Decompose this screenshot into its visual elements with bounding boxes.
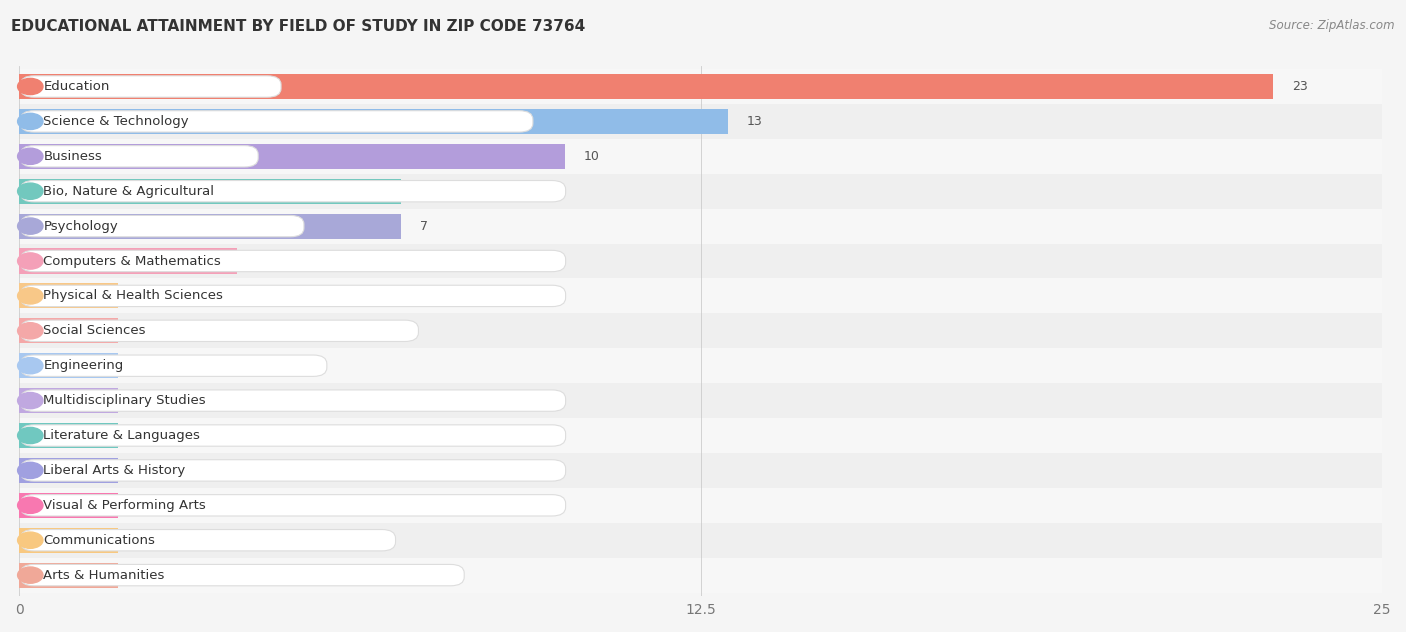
FancyBboxPatch shape bbox=[21, 181, 565, 202]
Text: 10: 10 bbox=[583, 150, 599, 163]
Circle shape bbox=[18, 78, 44, 95]
Text: Science & Technology: Science & Technology bbox=[44, 115, 188, 128]
Text: 0: 0 bbox=[136, 394, 145, 407]
Bar bbox=[20, 528, 118, 553]
Text: 7: 7 bbox=[420, 219, 427, 233]
Bar bbox=[20, 488, 1382, 523]
Text: Computers & Mathematics: Computers & Mathematics bbox=[44, 255, 221, 267]
FancyBboxPatch shape bbox=[21, 250, 565, 272]
Text: Communications: Communications bbox=[44, 533, 155, 547]
Bar bbox=[20, 209, 1382, 243]
Bar bbox=[20, 418, 1382, 453]
Bar bbox=[20, 523, 1382, 557]
Text: 0: 0 bbox=[136, 324, 145, 337]
Text: Business: Business bbox=[44, 150, 103, 163]
Bar bbox=[20, 74, 1274, 99]
Bar bbox=[20, 104, 1382, 139]
Text: Physical & Health Sciences: Physical & Health Sciences bbox=[44, 289, 224, 302]
Text: 0: 0 bbox=[136, 429, 145, 442]
Text: EDUCATIONAL ATTAINMENT BY FIELD OF STUDY IN ZIP CODE 73764: EDUCATIONAL ATTAINMENT BY FIELD OF STUDY… bbox=[11, 19, 585, 34]
FancyBboxPatch shape bbox=[21, 495, 565, 516]
Circle shape bbox=[18, 113, 44, 130]
Bar bbox=[20, 313, 1382, 348]
Circle shape bbox=[18, 497, 44, 513]
Circle shape bbox=[18, 323, 44, 339]
Text: Engineering: Engineering bbox=[44, 359, 124, 372]
Bar bbox=[20, 214, 401, 239]
Bar bbox=[20, 109, 728, 134]
Circle shape bbox=[18, 358, 44, 374]
Text: 13: 13 bbox=[747, 115, 763, 128]
Bar bbox=[20, 348, 1382, 383]
Bar bbox=[20, 353, 118, 379]
Bar bbox=[20, 458, 118, 483]
Bar bbox=[20, 243, 1382, 279]
Circle shape bbox=[18, 427, 44, 444]
Circle shape bbox=[18, 288, 44, 304]
Circle shape bbox=[18, 567, 44, 583]
Text: 0: 0 bbox=[136, 359, 145, 372]
Text: 7: 7 bbox=[420, 185, 427, 198]
Bar bbox=[20, 179, 401, 204]
Text: Source: ZipAtlas.com: Source: ZipAtlas.com bbox=[1270, 19, 1395, 32]
Bar bbox=[20, 174, 1382, 209]
Circle shape bbox=[18, 183, 44, 199]
Bar bbox=[20, 69, 1382, 104]
Circle shape bbox=[18, 532, 44, 549]
Text: Literature & Languages: Literature & Languages bbox=[44, 429, 200, 442]
FancyBboxPatch shape bbox=[21, 355, 326, 377]
Bar bbox=[20, 388, 118, 413]
Text: 0: 0 bbox=[136, 569, 145, 581]
Text: 0: 0 bbox=[136, 533, 145, 547]
Text: 0: 0 bbox=[136, 289, 145, 302]
Text: Social Sciences: Social Sciences bbox=[44, 324, 146, 337]
Bar bbox=[20, 562, 118, 588]
FancyBboxPatch shape bbox=[21, 216, 304, 237]
Text: Liberal Arts & History: Liberal Arts & History bbox=[44, 464, 186, 477]
Bar bbox=[20, 423, 118, 448]
Bar bbox=[20, 493, 118, 518]
Bar bbox=[20, 139, 1382, 174]
Bar bbox=[20, 383, 1382, 418]
Text: Multidisciplinary Studies: Multidisciplinary Studies bbox=[44, 394, 207, 407]
Bar bbox=[20, 319, 118, 343]
Text: 0: 0 bbox=[136, 499, 145, 512]
Bar bbox=[20, 143, 565, 169]
Bar bbox=[20, 279, 1382, 313]
Text: 23: 23 bbox=[1292, 80, 1308, 93]
Text: Psychology: Psychology bbox=[44, 219, 118, 233]
FancyBboxPatch shape bbox=[21, 111, 533, 132]
FancyBboxPatch shape bbox=[21, 459, 565, 481]
Text: 0: 0 bbox=[136, 464, 145, 477]
Circle shape bbox=[18, 392, 44, 409]
FancyBboxPatch shape bbox=[21, 285, 565, 307]
Bar bbox=[20, 248, 238, 274]
Circle shape bbox=[18, 218, 44, 234]
Text: Arts & Humanities: Arts & Humanities bbox=[44, 569, 165, 581]
Bar bbox=[20, 557, 1382, 593]
Circle shape bbox=[18, 253, 44, 269]
Circle shape bbox=[18, 462, 44, 478]
FancyBboxPatch shape bbox=[21, 564, 464, 586]
Text: Education: Education bbox=[44, 80, 110, 93]
Text: 4: 4 bbox=[256, 255, 264, 267]
FancyBboxPatch shape bbox=[21, 530, 395, 551]
FancyBboxPatch shape bbox=[21, 320, 419, 341]
Circle shape bbox=[18, 148, 44, 164]
FancyBboxPatch shape bbox=[21, 390, 565, 411]
Bar bbox=[20, 283, 118, 308]
FancyBboxPatch shape bbox=[21, 145, 259, 167]
Text: Bio, Nature & Agricultural: Bio, Nature & Agricultural bbox=[44, 185, 214, 198]
Text: Visual & Performing Arts: Visual & Performing Arts bbox=[44, 499, 207, 512]
FancyBboxPatch shape bbox=[21, 76, 281, 97]
Bar bbox=[20, 453, 1382, 488]
FancyBboxPatch shape bbox=[21, 425, 565, 446]
